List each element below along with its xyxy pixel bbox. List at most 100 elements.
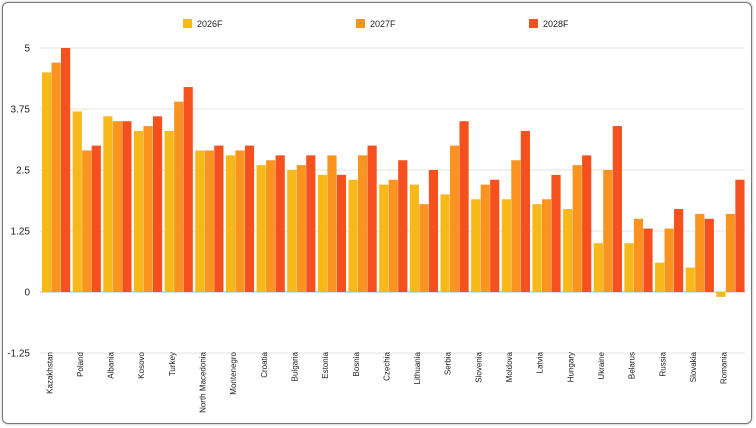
bar-2028f-north-macedonia	[214, 145, 224, 292]
x-axis: Kazakhstan Poland Albania Kosovo Turkey North…	[45, 351, 728, 412]
bar-2027f-latvia	[541, 199, 552, 292]
bar-2026f-ukraine	[593, 243, 603, 292]
y-tick-label: 2.5	[16, 166, 30, 177]
bar-2027f-ukraine	[603, 170, 613, 292]
bar-2028f-bosnia	[367, 145, 377, 292]
y-tick-label: 3.75	[11, 105, 31, 116]
bar-2027f-poland	[82, 150, 92, 292]
bar-2028f-slovakia	[704, 218, 714, 292]
bar-2027f-serbia	[449, 145, 460, 292]
legend-swatch	[356, 19, 365, 28]
x-category-label: Belarus	[628, 352, 637, 379]
bar-2026f-montenegro	[225, 155, 236, 292]
x-category-label: Albania	[107, 351, 116, 378]
legend-label: 2028F	[543, 19, 569, 29]
y-tick-label: 0	[24, 288, 30, 299]
bar-2028f-romania	[735, 179, 745, 292]
bar-2026f-russia	[655, 262, 665, 292]
legend-label: 2026F	[197, 19, 223, 29]
bar-2027f-bosnia	[358, 155, 368, 292]
bar-2027f-kosovo	[143, 126, 153, 292]
bar-2028f-croatia	[275, 155, 285, 292]
x-category-label: Slovakia	[689, 351, 698, 382]
y-tick-label: -1.25	[7, 349, 30, 360]
bar-2028f-montenegro	[244, 145, 255, 292]
bar-2027f-czechia	[388, 179, 398, 292]
y-tick-label: 5	[24, 44, 30, 55]
bar-2026f-poland	[72, 111, 82, 292]
bar-2026f-hungary	[563, 209, 573, 292]
legend: 2026F 2027F 2028F	[183, 19, 569, 29]
bar-2026f-estonia	[317, 174, 328, 292]
bar-2026f-moldova	[501, 199, 511, 292]
bar-2026f-turkey	[164, 130, 174, 292]
y-tick-label: 1.25	[11, 227, 31, 238]
y-axis: -1.25 0 1.25 2.5 3.75 5	[7, 44, 30, 360]
bar-2026f-kosovo	[133, 130, 144, 292]
bar-2026f-belarus	[624, 243, 634, 292]
x-category-label: Ukraine	[597, 351, 606, 379]
x-category-label: Latvia	[536, 351, 545, 373]
x-category-label: Czechia	[382, 351, 391, 380]
bar-2027f-belarus	[633, 218, 644, 292]
x-category-label: North Macedonia	[199, 351, 208, 412]
bar-2027f-estonia	[327, 155, 337, 292]
bar-2028f-slovenia	[490, 179, 500, 292]
bar-2026f-serbia	[440, 194, 450, 292]
x-category-label: Poland	[76, 352, 85, 377]
bar-2027f-turkey	[174, 101, 184, 293]
bar-2026f-albania	[103, 116, 113, 292]
bar-2027f-kazakhstan	[51, 62, 61, 292]
x-category-label: Turkey	[168, 352, 177, 376]
x-category-label: Romania	[720, 351, 729, 384]
legend-swatch	[529, 19, 538, 28]
bar-2027f-albania	[112, 121, 122, 292]
x-category-label: Bosnia	[352, 351, 361, 376]
bar-2028f-bulgaria	[306, 155, 316, 292]
bar-2026f-bulgaria	[287, 170, 297, 292]
bar-2028f-lithuania	[428, 170, 439, 292]
x-category-label: Montenegro	[229, 351, 238, 394]
bar-2028f-turkey	[183, 87, 193, 292]
bar-2027f-lithuania	[419, 204, 429, 292]
bar-2028f-moldova	[520, 130, 530, 292]
legend-label: 2027F	[370, 19, 396, 29]
bar-2026f-czechia	[379, 184, 389, 292]
x-category-label: Moldova	[505, 351, 514, 382]
x-category-label: Serbia	[444, 351, 453, 375]
bar-2028f-kosovo	[152, 116, 163, 292]
bar-2027f-montenegro	[235, 150, 245, 292]
bar-2026f-bosnia	[348, 179, 358, 292]
legend-swatch	[183, 19, 192, 28]
x-category-label: Croatia	[260, 351, 269, 377]
bar-2027f-slovenia	[480, 184, 490, 292]
bar-2028f-serbia	[459, 121, 469, 292]
bar-2028f-czechia	[398, 160, 408, 292]
bar-2027f-north-macedonia	[204, 150, 214, 292]
bar-2026f-latvia	[532, 204, 542, 292]
bar-2028f-albania	[122, 121, 132, 292]
x-category-label: Lithuania	[413, 351, 422, 384]
x-category-label: Hungary	[566, 352, 575, 382]
bar-2026f-romania	[716, 292, 726, 297]
x-category-label: Estonia	[321, 351, 330, 378]
bar-2027f-russia	[664, 228, 674, 292]
bar-2028f-ukraine	[612, 126, 622, 292]
bar-2026f-north-macedonia	[195, 150, 205, 292]
bar-2028f-estonia	[336, 174, 347, 292]
bar-2027f-moldova	[511, 160, 521, 292]
bar-2028f-belarus	[643, 228, 653, 292]
bar-2026f-kazakhstan	[42, 72, 52, 293]
x-category-label: Russia	[658, 351, 667, 376]
bar-2028f-latvia	[551, 174, 561, 292]
bar-2026f-slovenia	[471, 199, 481, 292]
x-category-label: Kosovo	[137, 351, 146, 378]
bar-2028f-kazakhstan	[61, 48, 71, 292]
bars	[42, 48, 745, 297]
bar-2026f-slovakia	[685, 267, 695, 292]
bar-2028f-poland	[91, 145, 101, 292]
bar-2028f-russia	[674, 209, 684, 292]
bar-2026f-croatia	[256, 165, 266, 292]
x-category-label: Slovenia	[474, 351, 483, 382]
